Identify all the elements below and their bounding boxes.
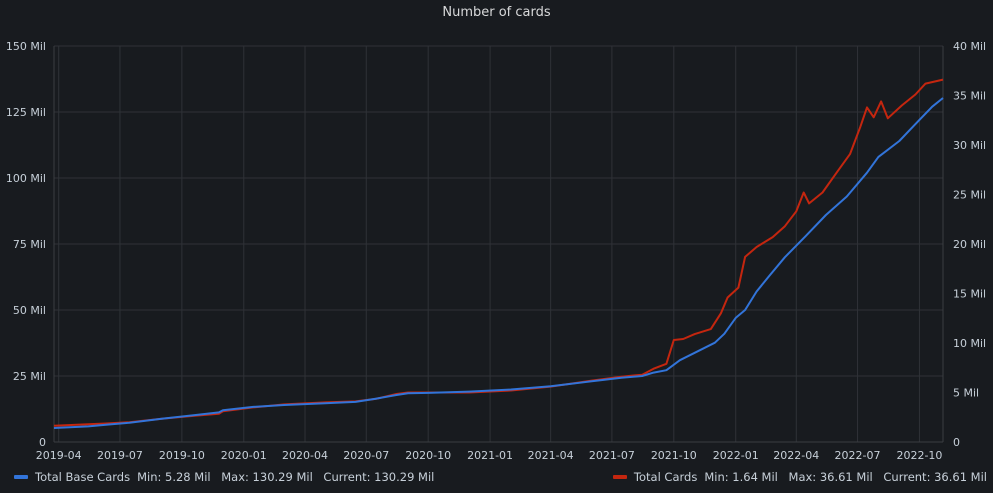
y-right-tick-label: 5 Mil xyxy=(953,387,979,400)
x-tick-label: 2020-01 xyxy=(221,449,267,462)
chart-title: Number of cards xyxy=(442,5,551,20)
legend-series-name: Total Base Cards xyxy=(35,470,131,484)
y-right-tick-label: 15 Mil xyxy=(953,288,986,301)
x-tick-label: 2020-04 xyxy=(282,449,328,462)
legend: Total Base Cards Min: 5.28 Mil Max: 130.… xyxy=(0,470,993,490)
legend-max: Max: 36.61 Mil xyxy=(788,470,873,484)
x-tick-label: 2021-01 xyxy=(467,449,513,462)
x-tick-label: 2022-04 xyxy=(773,449,819,462)
x-tick-label: 2022-07 xyxy=(835,449,881,462)
legend-current: Current: 36.61 Mil xyxy=(883,470,987,484)
legend-min: Min: 5.28 Mil xyxy=(137,470,211,484)
legend-swatch-total xyxy=(612,475,627,479)
y-right-tick-label: 30 Mil xyxy=(953,139,986,152)
y-right-tick-label: 25 Mil xyxy=(953,189,986,202)
y-right-tick-label: 40 Mil xyxy=(953,40,986,53)
x-tick-label: 2021-07 xyxy=(589,449,635,462)
y-right-tick-label: 35 Mil xyxy=(953,90,986,103)
x-tick-label: 2022-10 xyxy=(896,449,942,462)
y-right-tick-label: 10 Mil xyxy=(953,337,986,350)
legend-min: Min: 1.64 Mil xyxy=(704,470,778,484)
x-tick-label: 2019-04 xyxy=(36,449,82,462)
y-left-tick-label: 50 Mil xyxy=(13,304,46,317)
x-tick-label: 2020-07 xyxy=(343,449,389,462)
legend-swatch-base xyxy=(14,475,28,479)
legend-item-total-cards[interactable]: Total Cards Min: 1.64 Mil Max: 36.61 Mil… xyxy=(612,470,987,484)
y-left-tick-label: 25 Mil xyxy=(13,370,46,383)
legend-max: Max: 130.29 Mil xyxy=(221,470,313,484)
x-tick-label: 2021-10 xyxy=(651,449,697,462)
legend-current: Current: 130.29 Mil xyxy=(323,470,435,484)
series-line-total-base-cards xyxy=(53,97,944,429)
x-tick-label: 2019-07 xyxy=(97,449,143,462)
y-left-tick-label: 100 Mil xyxy=(6,172,46,185)
y-left-tick-label: 0 xyxy=(39,436,46,449)
y-left-tick-label: 150 Mil xyxy=(6,40,46,53)
x-tick-label: 2020-10 xyxy=(405,449,451,462)
line-chart: 0 25 Mil 50 Mil 75 Mil 100 Mil 125 Mil 150 Mil… xyxy=(6,40,986,462)
x-tick-label: 2021-04 xyxy=(528,449,574,462)
y-right-tick-label: 0 xyxy=(953,436,960,449)
y-right-tick-label: 20 Mil xyxy=(953,238,986,251)
legend-item-total-base-cards[interactable]: Total Base Cards Min: 5.28 Mil Max: 130.… xyxy=(14,470,434,484)
series-line-total-cards xyxy=(53,78,944,427)
y-left-tick-label: 75 Mil xyxy=(13,238,46,251)
legend-series-name: Total Cards xyxy=(633,470,698,484)
y-left-tick-label: 125 Mil xyxy=(6,106,46,119)
x-tick-label: 2022-01 xyxy=(713,449,759,462)
x-tick-label: 2019-10 xyxy=(159,449,205,462)
